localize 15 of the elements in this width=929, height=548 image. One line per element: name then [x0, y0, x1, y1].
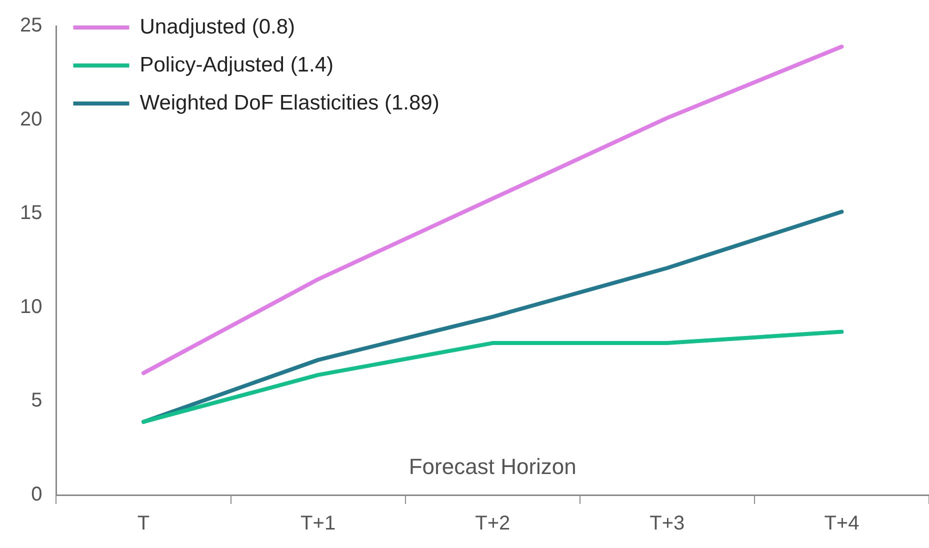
legend-label: Weighted DoF Elasticities (1.89)	[140, 91, 440, 114]
x-tick-label: T	[137, 512, 150, 535]
y-tick-label: 20	[20, 108, 42, 130]
y-tick-label: 10	[20, 296, 42, 318]
x-tick-label: T+2	[475, 512, 510, 535]
y-tick-label: 15	[20, 202, 42, 224]
x-tick-label: T+1	[300, 512, 336, 535]
legend-label: Unadjusted (0.8)	[140, 15, 296, 38]
legend-label: Policy-Adjusted (1.4)	[140, 53, 334, 76]
y-tick-label: 0	[31, 484, 42, 506]
x-axis-title: Forecast Horizon	[408, 454, 576, 480]
y-tick-label: 25	[20, 14, 42, 37]
x-tick-label: T+3	[650, 512, 685, 535]
x-tick-label: T+4	[824, 512, 860, 535]
y-tick-label: 5	[31, 390, 42, 412]
